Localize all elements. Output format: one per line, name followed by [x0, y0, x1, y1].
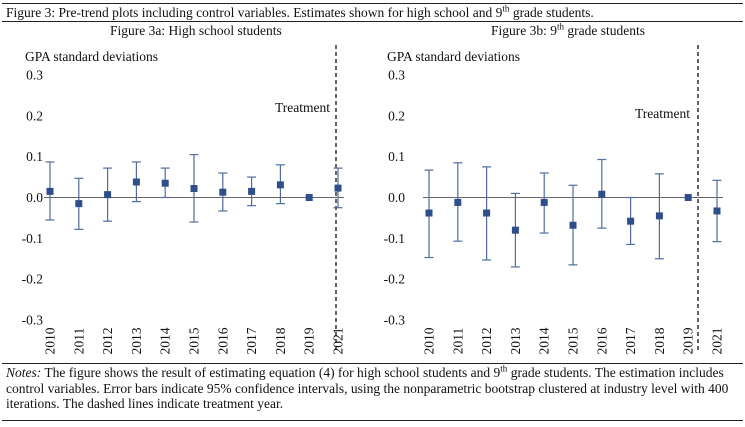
estimate-marker — [569, 221, 577, 229]
panel-b-title: Figure 3b: 9th grade students — [491, 21, 645, 38]
y-axis-label: GPA standard deviations — [25, 49, 158, 64]
treatment-annotation: Treatment — [275, 100, 330, 115]
y-axis-label: GPA standard deviations — [387, 49, 520, 64]
estimate-marker — [627, 217, 635, 225]
bottom-rule — [2, 420, 743, 421]
x-tick-label: 2017 — [623, 327, 638, 354]
x-tick-label: 2012 — [100, 328, 115, 355]
estimate-marker — [248, 187, 256, 195]
estimate-marker — [454, 198, 462, 206]
estimate-marker — [598, 190, 606, 198]
x-tick-label: 2012 — [479, 328, 494, 355]
estimate-marker — [713, 207, 721, 215]
y-tick-label: 0.1 — [26, 149, 43, 164]
estimate-marker — [219, 188, 227, 196]
estimate-marker — [305, 194, 313, 201]
x-tick-label: 2011 — [450, 328, 465, 355]
x-tick-label: 2016 — [594, 327, 609, 354]
estimate-marker — [46, 187, 54, 195]
estimate-marker — [425, 209, 433, 217]
x-tick-label: 2021 — [331, 328, 346, 355]
estimate-marker — [75, 200, 83, 208]
estimate-marker — [511, 226, 519, 234]
treatment-annotation: Treatment — [635, 106, 690, 121]
x-tick-label: 2014 — [537, 327, 552, 354]
notes-text: The figure shows the result of estimatin… — [6, 363, 729, 411]
y-tick-label: 0.2 — [388, 108, 405, 123]
x-tick-label: 2018 — [273, 327, 288, 354]
y-tick-label: 0.2 — [26, 108, 43, 123]
y-tick-label: -0.3 — [384, 313, 406, 328]
x-tick-label: 2018 — [652, 327, 667, 354]
figure-notes: Notes: The figure shows the result of es… — [6, 363, 739, 412]
estimate-marker — [161, 179, 169, 187]
estimate-marker — [334, 184, 342, 192]
x-tick-label: 2019 — [302, 327, 317, 354]
top-rule — [2, 3, 743, 4]
y-tick-label: -0.1 — [22, 231, 43, 246]
estimate-marker — [684, 194, 692, 201]
figure-title: Figure 3: Pre-trend plots including cont… — [6, 3, 594, 20]
x-tick-label: 2016 — [215, 327, 230, 354]
x-tick-label: 2011 — [71, 328, 86, 355]
x-tick-label: 2010 — [422, 327, 437, 354]
x-tick-label: 2015 — [566, 327, 581, 354]
x-tick-label: 2015 — [187, 327, 202, 354]
x-tick-label: 2019 — [681, 327, 696, 354]
y-tick-label: 0.3 — [26, 68, 43, 83]
x-tick-label: 2013 — [508, 327, 523, 354]
y-tick-label: -0.2 — [22, 272, 43, 287]
x-tick-label: 2017 — [244, 327, 259, 354]
estimate-marker — [104, 191, 112, 199]
estimate-marker — [190, 185, 198, 193]
y-tick-label: 0.0 — [26, 190, 43, 205]
notes-label: Notes: — [6, 365, 42, 380]
estimate-marker — [132, 178, 140, 186]
figure-plots: GPA standard deviations 0.3 0.2 0.1 0.0 -0.1 -… — [22, 45, 725, 355]
estimate-marker — [276, 181, 284, 189]
y-tick-label: 0.1 — [388, 149, 405, 164]
x-tick-label: 2010 — [43, 327, 58, 354]
panel-a-title: Figure 3a: High school students — [110, 23, 282, 38]
y-tick-label: -0.2 — [384, 272, 405, 287]
x-tick-label: 2021 — [710, 328, 725, 355]
y-tick-label: -0.3 — [22, 313, 44, 328]
y-tick-label: 0.3 — [388, 68, 405, 83]
y-tick-label: -0.1 — [384, 231, 405, 246]
estimate-marker — [483, 209, 491, 217]
title-rule — [2, 21, 743, 22]
estimate-marker — [540, 198, 548, 206]
estimate-marker — [655, 212, 663, 220]
notes-rule — [2, 363, 743, 364]
y-tick-label: 0.0 — [388, 190, 405, 205]
x-tick-label: 2013 — [129, 327, 144, 354]
x-tick-label: 2014 — [158, 327, 173, 354]
